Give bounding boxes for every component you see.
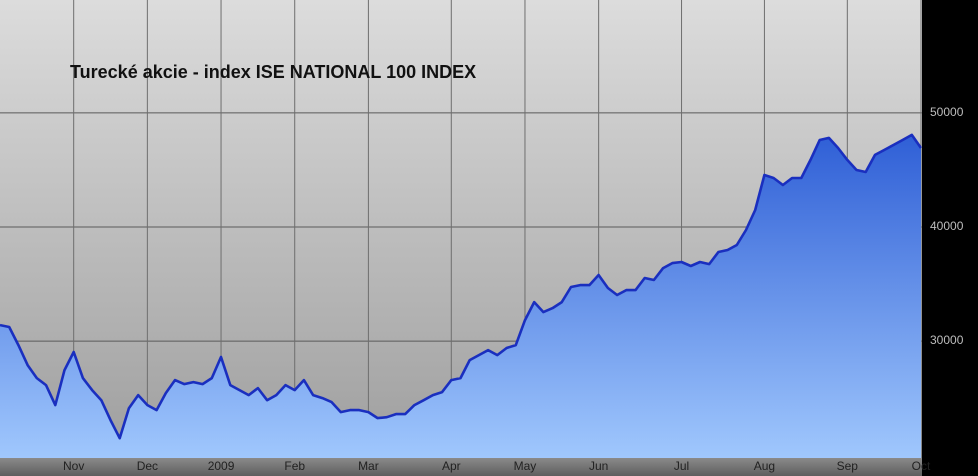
x-tick-label: 2009 — [208, 459, 235, 473]
area — [0, 134, 921, 476]
x-tick-label: Aug — [754, 459, 775, 473]
x-tick-label: Oct — [912, 459, 931, 473]
x-tick-label: May — [514, 459, 537, 473]
x-tick-label: Jun — [589, 459, 608, 473]
x-tick-label: Dec — [137, 459, 158, 473]
y-tick-label: 40000 — [930, 219, 964, 233]
y-tick-label: 50000 — [930, 105, 964, 119]
chart-title: Turecké akcie - index ISE NATIONAL 100 I… — [70, 62, 476, 82]
x-tick-label: Feb — [284, 459, 305, 473]
x-tick-label: Mar — [358, 459, 379, 473]
x-tick-label: Jul — [674, 459, 689, 473]
x-tick-label: Apr — [442, 459, 461, 473]
line — [0, 133, 923, 440]
x-tick-label: Nov — [63, 459, 84, 473]
y-tick-label: 30000 — [930, 333, 964, 347]
axis-panel — [922, 0, 978, 476]
x-tick-label: Sep — [837, 459, 859, 473]
x-axis-band — [0, 458, 922, 476]
